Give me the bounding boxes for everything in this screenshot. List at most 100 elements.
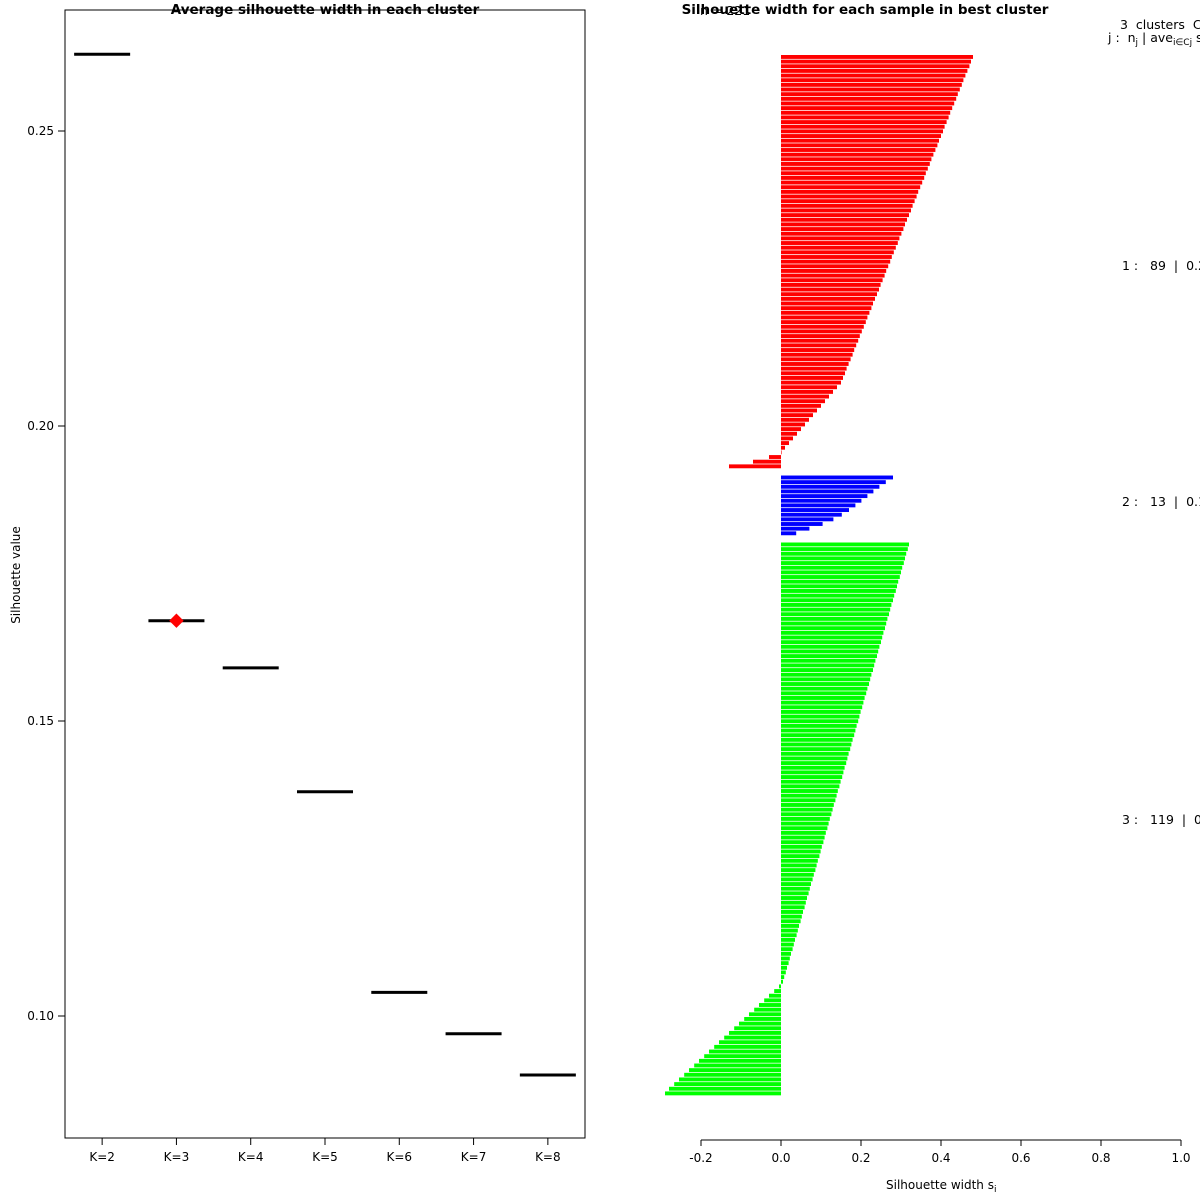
silhouette-bar <box>781 863 817 868</box>
silhouette-bar <box>781 171 926 176</box>
x-tick-label: K=3 <box>164 1150 190 1164</box>
silhouette-bar <box>781 733 855 738</box>
silhouette-bar <box>781 728 856 733</box>
silhouette-bar <box>781 705 863 710</box>
silhouette-bar <box>781 273 885 278</box>
silhouette-bar <box>781 134 941 138</box>
silhouette-bar <box>781 561 904 566</box>
legend-formula-text: | ave <box>1138 30 1173 45</box>
silhouette-bar <box>781 672 872 677</box>
silhouette-bar <box>734 1026 781 1031</box>
silhouette-bar <box>781 371 845 376</box>
x-tick-label: K=2 <box>89 1150 115 1164</box>
silhouette-bar <box>781 162 930 166</box>
silhouette-bar <box>689 1068 781 1073</box>
silhouette-bar <box>781 417 809 422</box>
silhouette-bar <box>781 640 881 645</box>
legend-formula-subscript: j <box>1135 38 1139 48</box>
sample-count-label: n = 221 <box>700 3 751 18</box>
silhouette-bar <box>781 157 932 162</box>
silhouette-bar <box>754 1007 781 1012</box>
silhouette-bar <box>781 658 876 663</box>
silhouette-bar <box>781 250 894 255</box>
silhouette-bar <box>781 542 909 547</box>
best-k-marker <box>169 613 184 628</box>
silhouette-bar <box>781 551 907 556</box>
x-tick-label: K=7 <box>461 1150 487 1164</box>
silhouette-bar <box>781 96 957 101</box>
silhouette-bar <box>781 896 807 900</box>
silhouette-bar <box>781 222 905 227</box>
silhouette-bar <box>781 942 794 947</box>
silhouette-bar <box>781 124 945 129</box>
x-axis-label-subscript: i <box>993 1185 997 1195</box>
silhouette-bar <box>781 334 860 339</box>
silhouette-bar <box>665 1091 781 1096</box>
silhouette-bar <box>781 110 951 115</box>
silhouette-bar <box>729 464 781 469</box>
silhouette-bar <box>781 812 832 817</box>
silhouette-bar <box>781 475 893 480</box>
silhouette-bar <box>781 441 789 446</box>
silhouette-bar <box>781 385 837 390</box>
silhouette-bar <box>781 919 801 924</box>
silhouette-bar <box>781 343 857 348</box>
silhouette-bar <box>781 654 877 659</box>
x-tick-label: 0.2 <box>851 1151 870 1165</box>
silhouette-bar <box>781 900 806 905</box>
silhouette-bar <box>781 775 843 779</box>
silhouette-bar <box>781 616 888 621</box>
silhouette-bar <box>781 951 791 956</box>
silhouette-bar <box>781 64 970 69</box>
silhouette-bar <box>781 101 955 106</box>
silhouette-bar <box>781 677 871 682</box>
silhouette-bar <box>781 431 797 436</box>
plot-border <box>64 9 586 1139</box>
silhouette-bar <box>781 287 879 292</box>
silhouette-bar <box>781 770 844 775</box>
silhouette-bar <box>781 579 899 584</box>
silhouette-bar <box>781 923 799 928</box>
x-tick-label: 0.6 <box>1011 1151 1030 1165</box>
silhouette-bar <box>781 301 873 306</box>
silhouette-bar <box>781 602 892 607</box>
silhouette-bar <box>781 87 960 92</box>
x-tick-label: 1.0 <box>1171 1151 1190 1165</box>
silhouette-bar <box>781 737 853 742</box>
legend-formula-text: j : n <box>1108 30 1136 45</box>
silhouette-bar <box>781 965 787 970</box>
silhouette-bar <box>781 403 821 408</box>
silhouette-bar <box>781 138 939 143</box>
silhouette-bar <box>739 1021 781 1026</box>
x-tick-label: K=6 <box>387 1150 413 1164</box>
silhouette-bar <box>781 844 822 849</box>
right-x-axis-label: Silhouette width si <box>886 1178 997 1195</box>
silhouette-bar <box>781 700 864 705</box>
silhouette-bars-plot: -0.2 0.0 0.2 0.4 0.6 0.8 1.0 <box>665 55 1191 1165</box>
silhouette-bar <box>684 1072 781 1077</box>
silhouette-bar <box>781 129 943 134</box>
silhouette-bar <box>774 989 781 993</box>
silhouette-bar <box>781 928 798 933</box>
silhouette-bar <box>781 621 887 626</box>
silhouette-bar <box>781 826 828 831</box>
silhouette-bar <box>781 789 838 793</box>
silhouette-bar <box>781 106 953 111</box>
silhouette-bar <box>781 526 810 531</box>
silhouette-bar <box>781 143 938 148</box>
legend-header-clusters: 3 clusters Cj <box>1112 2 1200 35</box>
silhouette-bar <box>781 905 805 910</box>
silhouette-bar <box>781 914 802 919</box>
silhouette-bar <box>781 324 864 329</box>
silhouette-bar <box>781 484 880 489</box>
silhouette-bar <box>781 92 958 97</box>
silhouette-bar <box>781 480 886 485</box>
silhouette-bar <box>781 607 891 612</box>
silhouette-bar <box>781 612 889 617</box>
silhouette-bar <box>781 765 845 770</box>
silhouette-bar <box>781 840 824 845</box>
silhouette-bar <box>781 241 898 245</box>
silhouette-bar <box>781 947 793 952</box>
silhouette-bar <box>781 723 857 728</box>
silhouette-bar <box>781 937 795 942</box>
